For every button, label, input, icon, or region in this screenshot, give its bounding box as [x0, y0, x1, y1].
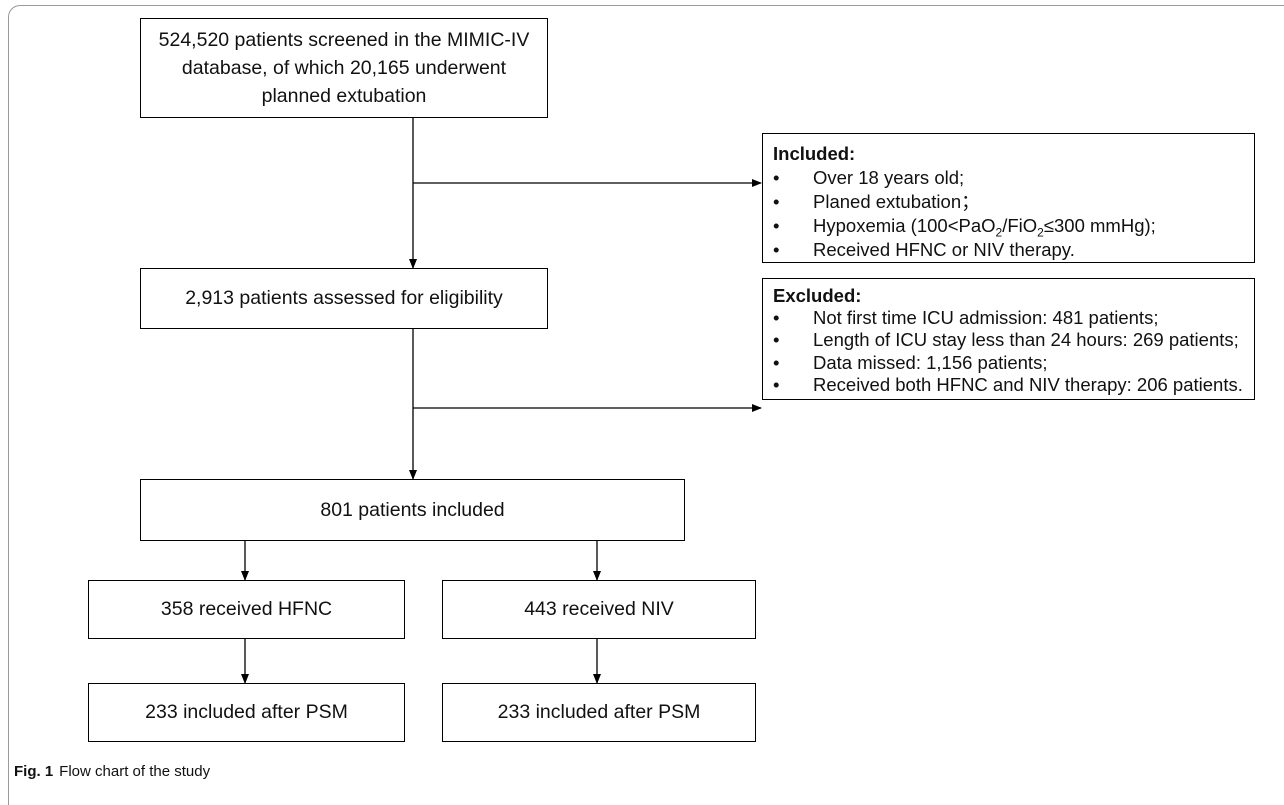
- node-label: 233 included after PSM: [145, 701, 348, 724]
- list-item: Received HFNC or NIV therapy.: [773, 238, 1244, 262]
- caption-text: Flow chart of the study: [59, 763, 211, 780]
- list-item: Over 18 years old;: [773, 166, 1244, 190]
- node: 233 included after PSM: [442, 683, 756, 742]
- node-label: 524,520 patients screened in the MIMIC-I…: [158, 28, 530, 108]
- node: 524,520 patients screened in the MIMIC-I…: [140, 18, 548, 118]
- caption-label: Fig. 1: [14, 763, 54, 780]
- node-label: 2,913 patients assessed for eligibility: [185, 287, 503, 310]
- list-item: Hypoxemia (100<PaO2/FiO2≤300 mmHg);: [773, 214, 1244, 240]
- list-item: Planed extubation；: [773, 190, 1244, 214]
- subscript: 2: [1037, 225, 1044, 240]
- node-label: 443 received NIV: [524, 598, 674, 621]
- box-title: Included:: [773, 143, 856, 164]
- frame: [8, 5, 1284, 805]
- node-label: 358 received HFNC: [160, 598, 333, 621]
- list-item: Not first time ICU admission: 481 patien…: [773, 307, 1244, 329]
- text: ≤300 mmHg);: [1043, 215, 1156, 237]
- node-label: 801 patients included: [320, 498, 505, 521]
- node: 2,913 patients assessed for eligibility: [140, 268, 548, 329]
- list-item: Received both HFNC and NIV therapy: 206 …: [773, 374, 1244, 396]
- excluded-box: Excluded: Not first time ICU admission: …: [762, 278, 1255, 400]
- caption: Fig. 1 Flow chart of the study: [14, 763, 210, 780]
- node: 358 received HFNC: [88, 580, 405, 639]
- node: 233 included after PSM: [88, 683, 405, 742]
- node-label: 233 included after PSM: [497, 701, 701, 724]
- subscript: 2: [995, 225, 1003, 240]
- node: 801 patients included: [140, 479, 685, 541]
- list-item: Length of ICU stay less than 24 hours: 2…: [773, 329, 1244, 351]
- text: Hypoxemia (100<PaO: [813, 215, 996, 237]
- included-box: Included: Over 18 years old; Planed extu…: [762, 133, 1255, 263]
- box-title: Excluded:: [773, 285, 862, 306]
- list-item: Data missed: 1,156 patients;: [773, 352, 1244, 374]
- text: /FiO: [1002, 215, 1038, 237]
- node: 443 received NIV: [442, 580, 756, 639]
